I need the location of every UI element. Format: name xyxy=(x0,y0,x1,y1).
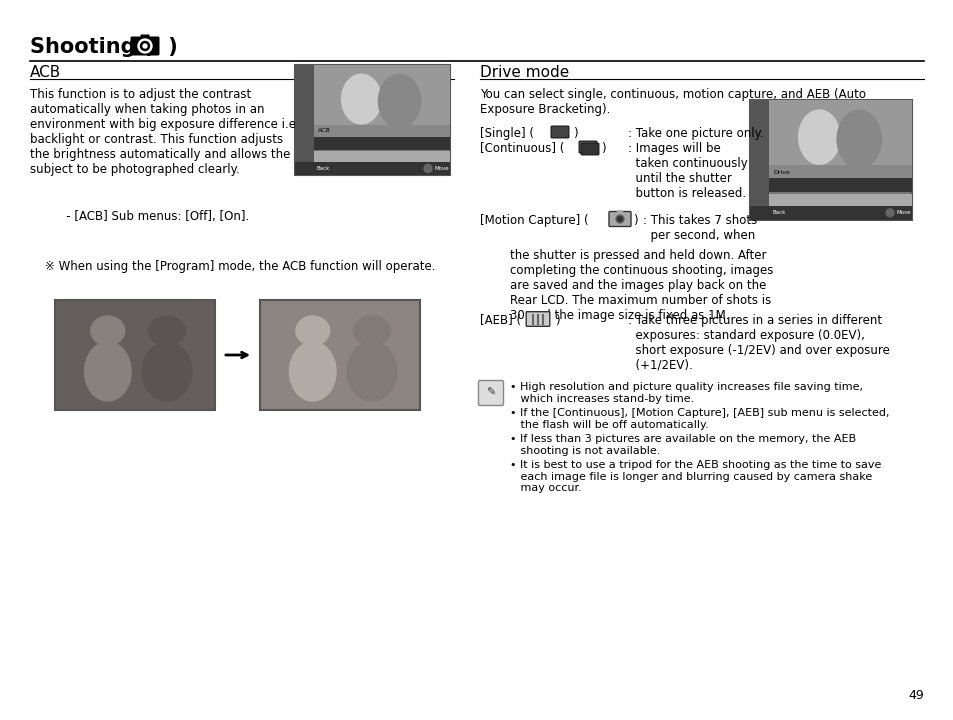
Text: Shooting (: Shooting ( xyxy=(30,37,159,57)
Text: • If less than 3 pictures are available on the memory, the AEB
   shooting is no: • If less than 3 pictures are available … xyxy=(510,434,855,456)
FancyBboxPatch shape xyxy=(551,126,568,138)
Ellipse shape xyxy=(141,341,193,402)
Ellipse shape xyxy=(377,74,421,128)
Ellipse shape xyxy=(84,341,132,402)
Text: Move: Move xyxy=(896,210,911,215)
Bar xyxy=(314,150,450,164)
Text: ACB: ACB xyxy=(30,65,61,80)
Circle shape xyxy=(138,39,152,53)
FancyBboxPatch shape xyxy=(616,210,622,214)
Text: Drive mode: Drive mode xyxy=(479,65,569,80)
Text: Back: Back xyxy=(316,166,330,171)
Text: ※ When using the [Program] mode, the ACB function will operate.: ※ When using the [Program] mode, the ACB… xyxy=(45,260,435,273)
Ellipse shape xyxy=(289,341,336,402)
Text: [Continuous] (: [Continuous] ( xyxy=(479,142,564,155)
FancyBboxPatch shape xyxy=(580,143,598,155)
FancyBboxPatch shape xyxy=(478,380,503,405)
FancyBboxPatch shape xyxy=(140,35,150,40)
Text: : Take three pictures in a series in different
  exposures: standard exposure (0: : Take three pictures in a series in dif… xyxy=(627,314,889,372)
Text: Move: Move xyxy=(435,166,449,171)
Bar xyxy=(314,65,450,133)
Bar xyxy=(749,206,911,220)
Text: ✎: ✎ xyxy=(486,388,496,398)
Text: [Motion Capture] (: [Motion Capture] ( xyxy=(479,214,588,227)
Text: • High resolution and picture quality increases file saving time,
   which incre: • High resolution and picture quality in… xyxy=(510,382,862,404)
Text: : This takes 7 shots
  per second, when: : This takes 7 shots per second, when xyxy=(642,214,757,242)
Bar xyxy=(769,100,911,174)
Text: ): ) xyxy=(555,314,559,327)
Text: This function is to adjust the contrast
automatically when taking photos in an
e: This function is to adjust the contrast … xyxy=(30,88,299,176)
Bar xyxy=(769,165,911,178)
Text: : Images will be
  taken continuously
  until the shutter
  button is released.: : Images will be taken continuously unti… xyxy=(627,142,747,200)
Text: - [ACB] Sub menus: [Off], [On].: - [ACB] Sub menus: [Off], [On]. xyxy=(55,210,249,223)
Bar xyxy=(294,65,450,175)
Ellipse shape xyxy=(148,315,186,346)
Bar xyxy=(749,100,911,220)
Bar xyxy=(769,194,911,208)
Bar xyxy=(314,137,450,150)
Text: the shutter is pressed and held down. After
completing the continuous shooting, : the shutter is pressed and held down. Af… xyxy=(510,249,773,322)
Text: ): ) xyxy=(161,37,177,57)
Text: ): ) xyxy=(633,214,637,227)
Bar xyxy=(294,65,314,175)
FancyBboxPatch shape xyxy=(608,212,630,227)
Ellipse shape xyxy=(836,109,882,169)
Text: : Take one picture only.: : Take one picture only. xyxy=(627,127,763,140)
Bar xyxy=(749,100,769,220)
Bar xyxy=(314,125,450,137)
Text: • If the [Continuous], [Motion Capture], [AEB] sub menu is selected,
   the flas: • If the [Continuous], [Motion Capture],… xyxy=(510,408,888,430)
Ellipse shape xyxy=(294,315,330,346)
Text: 49: 49 xyxy=(907,689,923,702)
Ellipse shape xyxy=(353,315,391,346)
Bar xyxy=(260,300,419,410)
Text: ACB: ACB xyxy=(317,128,330,133)
Circle shape xyxy=(423,164,432,172)
FancyBboxPatch shape xyxy=(526,312,549,326)
Ellipse shape xyxy=(91,315,125,346)
Bar xyxy=(294,162,450,175)
Text: ): ) xyxy=(573,127,577,140)
Text: Drive: Drive xyxy=(773,169,789,174)
Circle shape xyxy=(885,209,893,217)
Text: • It is best to use a tripod for the AEB shooting as the time to save
   each im: • It is best to use a tripod for the AEB… xyxy=(510,460,881,493)
Ellipse shape xyxy=(797,109,840,165)
Bar xyxy=(769,178,911,192)
Text: Back: Back xyxy=(772,210,785,215)
FancyBboxPatch shape xyxy=(578,141,597,153)
FancyBboxPatch shape xyxy=(131,37,159,55)
Text: [Single] (: [Single] ( xyxy=(479,127,534,140)
Bar xyxy=(55,300,214,410)
Ellipse shape xyxy=(340,73,381,125)
Text: [AEB] (: [AEB] ( xyxy=(479,314,520,327)
Text: You can select single, continuous, motion capture, and AEB (Auto
Exposure Bracke: You can select single, continuous, motio… xyxy=(479,88,865,116)
Circle shape xyxy=(140,42,150,50)
Circle shape xyxy=(616,215,623,223)
Circle shape xyxy=(143,44,147,48)
Ellipse shape xyxy=(346,341,397,402)
Circle shape xyxy=(617,217,622,222)
Text: ): ) xyxy=(600,142,605,155)
